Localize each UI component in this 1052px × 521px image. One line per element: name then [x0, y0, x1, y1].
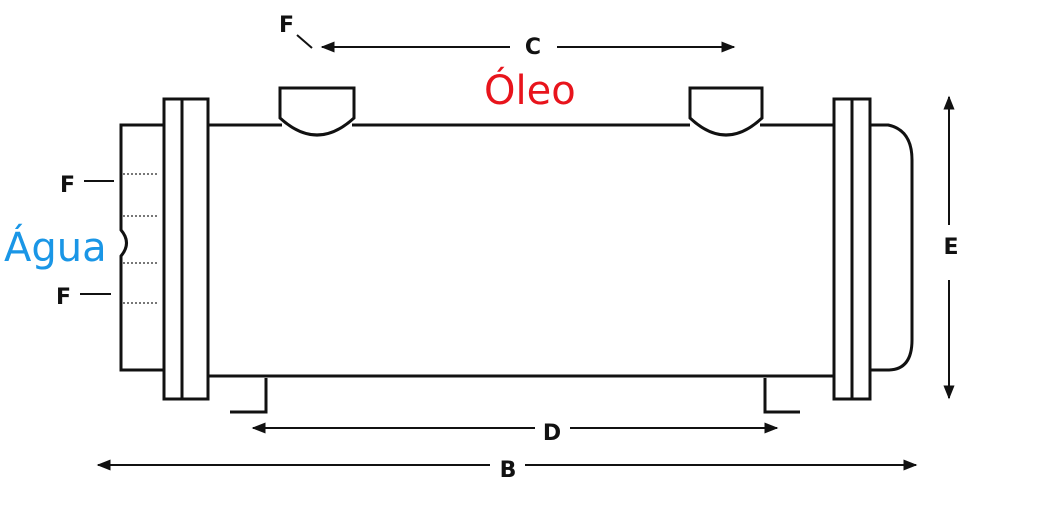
label-e: E — [943, 235, 958, 260]
label-f-top: F — [279, 13, 294, 38]
label-d: D — [543, 421, 561, 446]
dimension-c: C — [320, 35, 736, 60]
f-left-lower-callout: F — [56, 285, 111, 310]
left-flange — [162, 97, 210, 401]
label-oil: Óleo — [484, 66, 576, 114]
dimension-d: D — [251, 421, 779, 446]
support-foot-left — [230, 378, 268, 414]
shell-body — [208, 123, 834, 378]
f-left-upper-callout: F — [60, 173, 114, 198]
water-connections — [123, 173, 158, 304]
dimension-b: B — [96, 458, 918, 483]
label-water: Água — [4, 223, 107, 271]
f-top-callout: F — [279, 13, 313, 49]
support-foot-right — [763, 378, 800, 414]
dimension-e: E — [943, 95, 959, 400]
oil-nozzle-left — [278, 86, 356, 137]
label-b: B — [500, 458, 517, 483]
label-c: C — [525, 35, 541, 60]
oil-nozzle-right — [688, 86, 764, 137]
label-f-left-upper: F — [60, 173, 75, 198]
left-channel-head — [119, 108, 166, 392]
right-end-cap — [870, 123, 914, 372]
right-flange — [832, 97, 872, 401]
label-f-left-lower: F — [56, 285, 71, 310]
